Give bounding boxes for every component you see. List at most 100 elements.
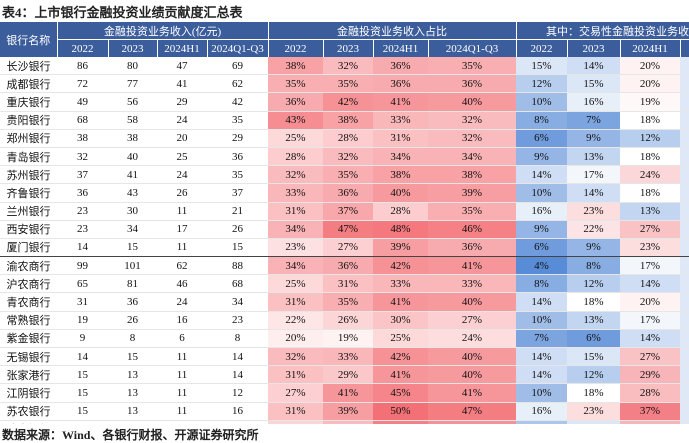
data-cell: 7%	[567, 111, 621, 130]
data-cell: 25%	[373, 329, 429, 349]
bank-name: 江阴银行	[0, 383, 57, 403]
data-cell: 31%	[268, 365, 324, 385]
data-cell: 28%	[323, 129, 374, 148]
data-cell: 29%	[620, 365, 681, 385]
data-cell: 24%	[620, 165, 681, 185]
bank-name: 紫金银行	[0, 329, 57, 349]
data-cell: 49	[57, 92, 108, 112]
data-cell: 6%	[516, 238, 568, 258]
name-header: 银行名称	[0, 22, 58, 57]
data-cell: 41%	[373, 292, 429, 312]
data-row: 重庆银行 49 56 29 42 36% 42% 41% 40% 10% 16% 19%	[0, 92, 689, 112]
data-cell: 31	[57, 292, 108, 312]
data-cell: 24	[157, 111, 207, 130]
data-cell: 40%	[428, 92, 517, 112]
data-cell: 47%	[323, 220, 374, 239]
data-cell: 37	[57, 165, 108, 185]
data-cell: 41%	[428, 256, 517, 276]
subheader: 2023	[108, 39, 158, 57]
data-cell: 13%	[567, 147, 621, 167]
clipped-cell	[680, 183, 689, 203]
data-cell: 9	[57, 329, 108, 349]
data-cell: 36%	[428, 74, 517, 94]
data-cell: 23	[207, 311, 269, 330]
data-cell: 39%	[428, 183, 517, 203]
clipped-cell	[680, 329, 689, 349]
clipped-cell	[680, 57, 689, 76]
bank-name: 苏农银行	[0, 402, 57, 421]
data-cell: 77	[108, 74, 157, 94]
data-cell: 20%	[620, 292, 681, 312]
data-cell: 36%	[373, 74, 429, 94]
clipped-cell	[680, 383, 689, 403]
group-header: 其中：交易性金融投资业务收入	[516, 22, 689, 40]
data-cell: 12%	[567, 274, 621, 294]
data-cell: 30%	[373, 311, 429, 330]
bank-name: 成都银行	[0, 74, 57, 94]
bank-name: 张家港行	[0, 365, 57, 385]
data-cell: 16%	[567, 92, 621, 112]
data-row: 兰州银行 23 30 11 21 31% 37% 28% 35% 16% 23% 13%	[0, 202, 689, 221]
data-cell: 26%	[323, 311, 374, 330]
data-cell: 19%	[620, 92, 681, 112]
data-cell: 34%	[428, 147, 517, 167]
data-row: 紫金银行 9 8 6 8 20% 19% 25% 24% 7% 6% 14%	[0, 329, 689, 349]
data-cell: 32%	[268, 347, 324, 367]
data-cell: 15%	[567, 420, 621, 424]
data-cell: 32%	[323, 420, 374, 424]
clipped-cell	[680, 311, 689, 330]
data-cell: 19	[57, 311, 108, 330]
bank-name: 长沙银行	[0, 57, 57, 76]
data-cell: 41%	[373, 365, 429, 385]
data-cell: 14%	[516, 165, 568, 185]
data-cell: 39%	[373, 238, 429, 258]
bank-name: 常熟银行	[0, 311, 57, 330]
data-cell: 14%	[516, 347, 568, 367]
data-cell: 48%	[373, 220, 429, 239]
data-cell: 15	[57, 365, 108, 385]
data-row: 成都银行 72 77 41 62 35% 35% 36% 36% 12% 15% 20%	[0, 74, 689, 94]
data-row: 江阴银行 15 13 11 12 27% 41% 45% 41% 10% 18% 28%	[0, 383, 689, 403]
bank-name: 贵阳银行	[0, 111, 57, 130]
data-row: 青岛银行 32 40 25 36 28% 32% 34% 34% 9% 13% 18%	[0, 147, 689, 167]
data-cell: 33%	[373, 274, 429, 294]
data-cell: 36%	[428, 238, 517, 258]
data-cell: 99	[57, 256, 108, 276]
data-cell: 42%	[428, 420, 517, 424]
data-row: 常熟银行 19 26 16 23 22% 26% 30% 27% 10% 13% 17%	[0, 311, 689, 330]
source-note: 数据来源：Wind、各银行财报、开源证券研究所	[2, 428, 259, 442]
data-cell: 40%	[428, 292, 517, 312]
data-cell: 13	[108, 365, 157, 385]
data-cell: 27%	[323, 238, 374, 258]
data-cell: 50%	[373, 402, 429, 421]
subheader-row: 2022 2023 2024H1 2024Q1-Q3 2022 2023 2024H1 202…	[0, 39, 689, 57]
data-cell: 80	[108, 57, 157, 76]
data-cell: 18%	[567, 292, 621, 312]
data-cell: 101	[108, 256, 157, 276]
data-row: 齐鲁银行 36 43 26 37 33% 36% 40% 39% 10% 14% 18%	[0, 183, 689, 203]
clipped-cell	[680, 202, 689, 221]
data-cell: 33%	[268, 183, 324, 203]
data-cell: 37%	[323, 202, 374, 221]
bank-name: 无锡银行	[0, 347, 57, 367]
clipped-cell	[680, 129, 689, 148]
data-cell: 18%	[567, 383, 621, 403]
data-cell: 9%	[567, 129, 621, 148]
data-row: 无锡银行 14 15 11 14 32% 33% 42% 40% 14% 15% 27%	[0, 347, 689, 367]
data-cell: 13%	[620, 202, 681, 221]
data-cell: 23	[57, 202, 108, 221]
data-cell: 28%	[268, 147, 324, 167]
clipped-cell	[680, 347, 689, 367]
data-cell: 14	[57, 347, 108, 367]
clipped-cell	[680, 256, 689, 276]
data-cell: 35%	[268, 74, 324, 94]
data-cell: 23%	[567, 402, 621, 421]
subheader: 2022	[268, 39, 324, 57]
data-cell: 46	[157, 274, 207, 294]
subheader: 2024H1	[373, 39, 429, 57]
data-cell: 15	[57, 402, 108, 421]
data-row: 厦门银行 14 15 11 15 23% 27% 39% 36% 6% 9% 23%	[0, 238, 689, 258]
data-row: 瑞丰银行912101426%32%46%42%11%15%29%	[0, 420, 689, 424]
data-cell: 28%	[620, 383, 681, 403]
data-cell: 32%	[268, 165, 324, 185]
